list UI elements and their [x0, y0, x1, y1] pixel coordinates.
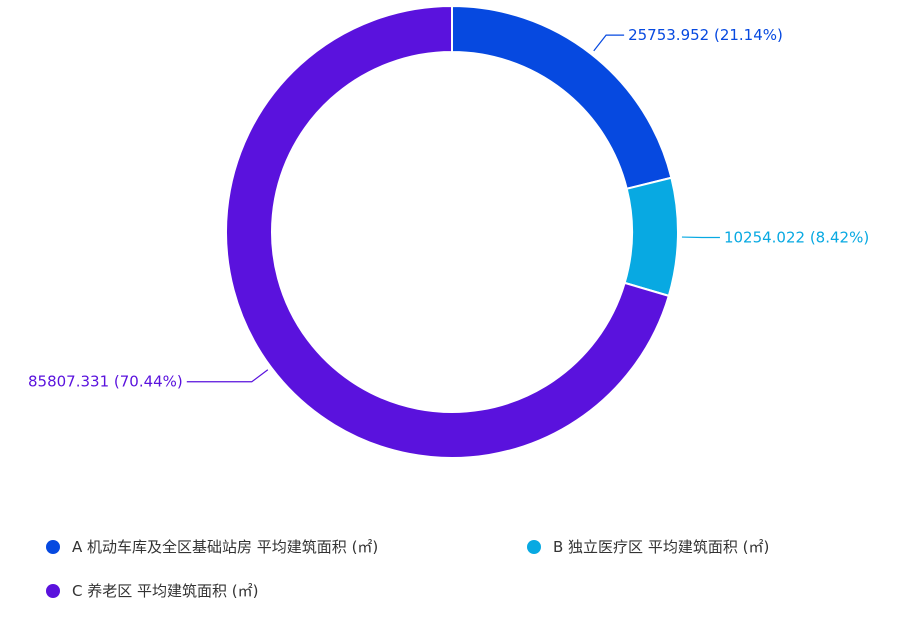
legend-item-a[interactable]: A 机动车库及全区基础站房 平均建筑面积 (㎡)	[46, 536, 378, 557]
leader-line-c	[186, 369, 269, 383]
data-label-a: 25753.952 (21.14%)	[628, 26, 783, 44]
legend-item-c[interactable]: C 养老区 平均建筑面积 (㎡)	[46, 580, 258, 601]
legend-dot-a	[46, 539, 60, 554]
donut-chart: 25753.952 (21.14%) 10254.022 (8.42%) 85807…	[28, 4, 869, 459]
legend-label-a: A 机动车库及全区基础站房 平均建筑面积 (㎡)	[72, 538, 379, 556]
legend-label-c: C 养老区 平均建筑面积 (㎡)	[72, 582, 259, 600]
leader-line-a	[593, 34, 625, 52]
slice-b[interactable]	[623, 176, 679, 298]
slice-c[interactable]	[225, 4, 671, 459]
data-label-b: 10254.022 (8.42%)	[724, 229, 869, 247]
legend-label-b: B 独立医疗区 平均建筑面积 (㎡)	[553, 538, 770, 556]
legend-dot-b	[527, 539, 541, 554]
legend-item-b[interactable]: B 独立医疗区 平均建筑面积 (㎡)	[527, 536, 769, 557]
legend-dot-c	[46, 583, 60, 598]
data-label-c: 85807.331 (70.44%)	[28, 373, 183, 391]
